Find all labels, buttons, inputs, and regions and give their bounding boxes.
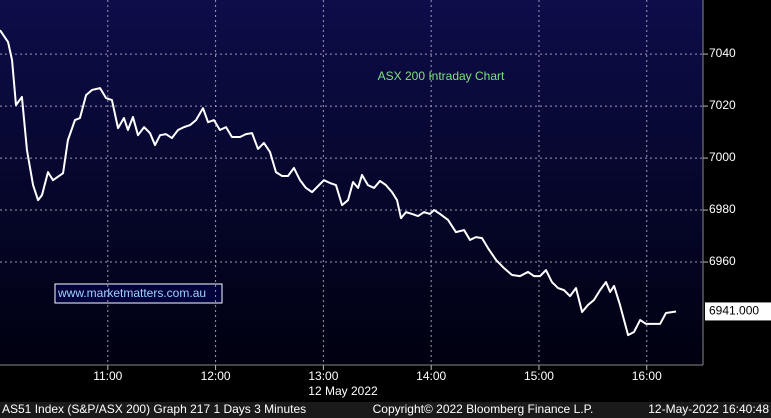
price-line: [0, 29, 677, 337]
x-axis-label: 12 May 2022: [308, 384, 378, 398]
annotation: ASX 200 Intraday Chart: [378, 69, 505, 83]
x-tick-label: 16:00: [632, 369, 662, 383]
x-tick-label: 12:00: [201, 369, 231, 383]
last-price-label: 6941.000: [709, 304, 759, 318]
y-tick-label: 7040: [709, 46, 736, 60]
footer-bar: [0, 402, 771, 418]
watermark-box: [54, 283, 223, 304]
y-tick-label: 7000: [709, 150, 736, 164]
x-tick-label: 11:00: [93, 369, 122, 383]
plot-area: [0, 0, 703, 365]
x-tick-label: 13:00: [308, 369, 338, 383]
x-tick-label: 15:00: [524, 369, 554, 383]
footer-source: AS51 Index (S&P/ASX 200) Graph 217 1 Day…: [2, 402, 306, 416]
x-tick-label: 14:00: [416, 369, 446, 383]
y-tick-label: 7020: [709, 98, 736, 112]
y-tick-label: 6980: [709, 202, 736, 216]
footer-time: 12-May-2022 16:40:48: [648, 402, 769, 416]
last-price-box: [705, 302, 771, 321]
footer-copyright: Copyright© 2022 Bloomberg Finance L.P.: [373, 402, 594, 416]
watermark: www.marketmatters.com.au: [57, 286, 206, 300]
y-tick-label: 6960: [709, 254, 736, 268]
